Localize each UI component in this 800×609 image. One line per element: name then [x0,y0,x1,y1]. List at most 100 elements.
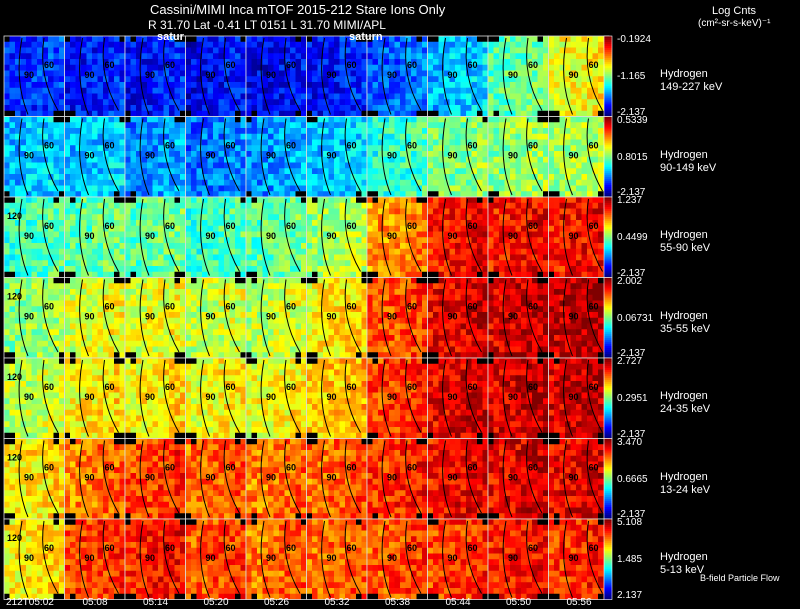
contour-label: 90 [508,553,518,563]
contour-line [260,279,271,357]
contour-label: 90 [569,150,579,160]
contour-label: 60 [286,382,296,392]
contour-label: 90 [387,150,397,160]
contour-line [465,198,482,272]
contour-label: 90 [387,553,397,563]
contour-line [465,118,482,192]
contour-line [200,198,210,276]
energy-label: 24-35 keV [660,403,711,415]
colorbar-mid: -1.165 [617,71,646,83]
heatmap-panel: 90 60 [548,357,610,439]
contour-label: 90 [569,231,579,241]
heatmap-panel: 90 60 [548,518,610,600]
heatmap-panel: 90 60 [124,277,186,359]
contour-line [223,118,240,192]
contour-label: 90 [508,392,518,402]
contour-label: 90 [266,553,276,563]
contour-label: 60 [286,221,296,231]
contour-label: 60 [589,60,599,70]
contour-label: 60 [347,463,357,473]
contour-line [405,279,422,353]
colorbar [603,196,613,278]
heatmap-panel: 90 60 [64,196,126,278]
heatmap-panel: 90 60 120 [3,438,65,520]
contour-line [344,37,361,111]
colorbar-max: 1.237 [617,195,643,206]
contour-label: 60 [468,221,478,231]
contour-line [321,37,331,115]
time-tick-label: 05:32 [324,597,350,608]
species-label: Hydrogen [660,148,708,161]
colorbar-min: -2.137 [617,106,646,118]
contour-label: 60 [468,382,478,392]
contour-line [502,359,513,437]
colorbar-min: -2.137 [617,428,646,440]
heatmap-panel: 90 60 [427,518,489,600]
contour-label: 60 [407,463,417,473]
colorbar-max: 2.002 [617,275,643,287]
contour-label: 60 [528,543,538,553]
contour-label: 60 [165,382,175,392]
contour-line [79,279,89,357]
contour-line [102,198,119,272]
contour-label: 90 [85,311,95,321]
contour-line [42,359,59,433]
contour-line [223,520,240,594]
contour-label: 90 [266,231,276,241]
contour-label: 90 [266,70,276,80]
contour-label: 60 [589,221,599,231]
contour-line [344,279,361,353]
contour-line [405,37,422,111]
heatmap-panel: 90 60 [124,518,186,600]
heatmap-panel: 90 60 [548,196,610,278]
contour-label: 90 [569,311,579,321]
contour-label: 60 [286,463,296,473]
contour-label: 90 [387,311,397,321]
contour-line [442,279,452,357]
heatmap-panel: 90 60 120 [3,196,65,278]
contour-line [200,118,210,196]
heatmap-panel: 90 60 [306,116,368,198]
colorbar [603,438,613,520]
contour-label: 90 [266,311,276,321]
contour-label: 90 [24,392,34,402]
heatmap-panel: 90 60 [124,35,186,117]
time-tick-label: 05:20 [203,597,229,608]
contour-line [502,118,513,196]
contour-label: 90 [508,311,518,321]
contour-line [200,440,210,518]
contour-label: 60 [226,141,236,151]
contour-label: 60 [226,463,236,473]
contour-label: 60 [407,543,417,553]
contour-line [102,279,119,353]
contour-line [563,279,573,357]
heatmap-panel: 90 60 [487,277,549,359]
heatmap-panel: 90 60 [245,357,307,439]
colorbar [603,357,613,439]
contour-label: 60 [286,141,296,151]
heatmap-panel: 90 60 [185,196,247,278]
contour-label: 90 [145,472,155,482]
contour-label: 60 [105,382,115,392]
contour-label: 90 [85,472,95,482]
heatmap-panel: 90 60 [548,35,610,117]
contour-label: 60 [468,302,478,312]
contour-line [260,198,271,276]
contour-label: 90 [206,70,216,80]
time-tick-label: 05:08 [82,597,108,608]
contour-line [586,118,603,192]
contour-line [79,359,89,437]
contour-line [465,37,482,111]
contour-line [526,440,543,514]
bfield-flow-label: B-field Particle Flow [700,573,780,583]
heatmap-panel: 90 60 [366,196,428,278]
contour-line [139,520,150,598]
contour-label: 60 [286,60,296,70]
energy-label: 5-13 keV [660,564,705,576]
contour-line [200,359,210,437]
contour-label: 90 [206,392,216,402]
heatmap-panel: 90 60 [427,357,489,439]
contour-line [344,440,361,514]
heatmap-panel: 90 60 [124,438,186,520]
